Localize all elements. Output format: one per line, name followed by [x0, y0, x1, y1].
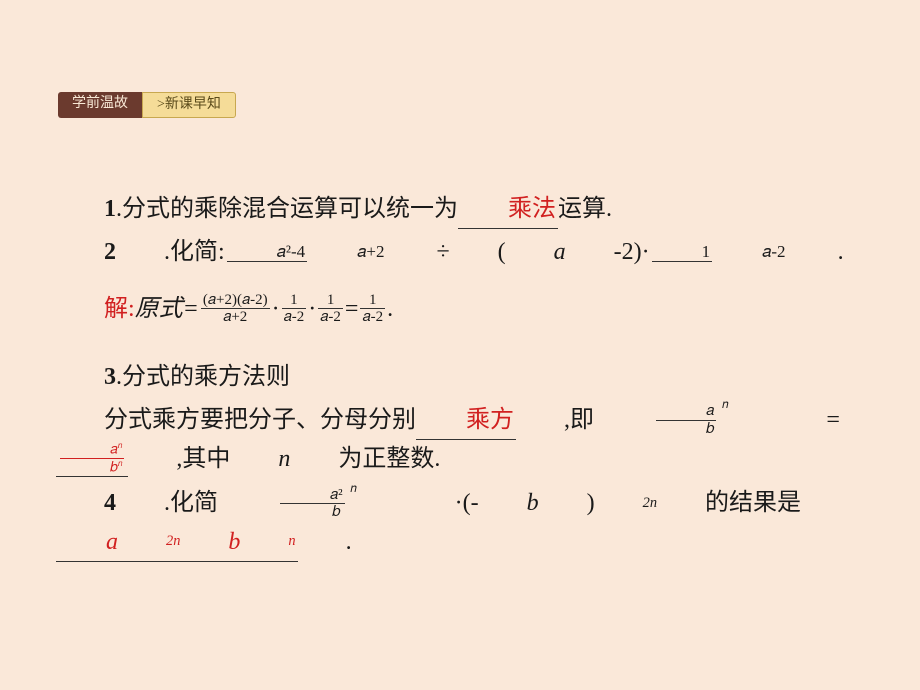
p3-text-c: 为正整数.: [290, 440, 440, 478]
p3-n: n: [230, 440, 290, 478]
p4-answer: a2nbn: [56, 523, 298, 562]
p2-frac1: 𝑎²-4 𝑎+2: [227, 243, 387, 263]
p3-blank1: 乘方: [416, 401, 516, 440]
tab-prefix: >: [157, 97, 165, 112]
sol-f1: (𝑎+2)(𝑎-2) 𝑎+2: [201, 292, 270, 326]
p3-rhs: 𝑎𝑛 𝑏𝑛: [60, 441, 124, 476]
p4-frac: 𝑎² 𝑏 𝑛: [278, 487, 347, 521]
p3-text-a: 分式乘方要把分子、分母分别: [56, 401, 416, 439]
p2-dot: .: [790, 233, 844, 271]
p4-mid: ·(-: [407, 484, 479, 522]
p2-label: .化简:: [116, 233, 225, 271]
p3-comma: ,即: [516, 401, 594, 439]
content-area: 1.分式的乘除混合运算可以统一为乘法运算. 2.化简: 𝑎²-4 𝑎+2 ÷(a…: [56, 190, 864, 566]
tab-preview[interactable]: >新课早知: [142, 92, 236, 118]
p3-lhs: 𝑎 𝑏 𝑛: [654, 403, 718, 437]
p2-a: a: [506, 233, 566, 271]
problem-4: 4.化简 𝑎² 𝑏 𝑛 ·(-b)2n 的结果是 a2nbn .: [56, 484, 864, 562]
p4-2n: 2n: [595, 492, 657, 515]
p2-frac2: 1 𝑎-2: [652, 243, 788, 263]
sol-dot1: ·: [272, 290, 280, 328]
sol-end: .: [387, 290, 393, 328]
num-1: 1: [104, 196, 116, 222]
p3-blank2: 𝑎𝑛 𝑏𝑛: [56, 441, 128, 477]
p1-text-b: 运算.: [558, 196, 612, 222]
jie-label: 解:: [104, 290, 135, 328]
p1-text-a: .分式的乘除混合运算可以统一为: [116, 196, 458, 222]
p1-blank: 乘法: [458, 190, 558, 229]
p2-div: ÷: [389, 233, 450, 271]
p3-text-b: ,其中: [128, 440, 230, 478]
solution-body: 原式= (𝑎+2)(𝑎-2) 𝑎+2 · 1 𝑎-2 · 1 𝑎-2 = 1 𝑎…: [135, 290, 393, 328]
tab-preview-label: 新课早知: [165, 97, 221, 112]
p4-label: .化简: [116, 484, 218, 522]
num-3: 3: [104, 364, 116, 390]
problem-2: 2.化简: 𝑎²-4 𝑎+2 ÷(a-2)· 1 𝑎-2 .: [56, 233, 864, 271]
sol-f3: 1 𝑎-2: [318, 292, 343, 326]
problem-3-body: 分式乘方要把分子、分母分别乘方,即 𝑎 𝑏 𝑛 = 𝑎𝑛 𝑏𝑛 ,其中 n 为正…: [56, 401, 864, 479]
num-4: 4: [56, 484, 116, 522]
tab-review[interactable]: 学前温故: [58, 92, 142, 118]
p4-b: b: [479, 484, 539, 522]
problem-1: 1.分式的乘除混合运算可以统一为乘法运算.: [56, 190, 864, 229]
solution-2: 解: 原式= (𝑎+2)(𝑎-2) 𝑎+2 · 1 𝑎-2 · 1 𝑎-2 = …: [104, 290, 864, 328]
p4-end: .: [298, 523, 352, 561]
p4-text: 的结果是: [657, 484, 801, 522]
p3-title: .分式的乘方法则: [116, 364, 290, 390]
p3-eq: =: [778, 401, 840, 439]
num-2: 2: [56, 233, 116, 271]
tab-bar: 学前温故 >新课早知: [58, 92, 236, 118]
sol-dot2: ·: [308, 290, 316, 328]
problem-3-title: 3.分式的乘方法则: [56, 358, 864, 396]
sol-f4: 1 𝑎-2: [360, 292, 385, 326]
p2-lparen: (: [450, 233, 506, 271]
p2-minus2: -2)·: [566, 233, 650, 271]
sol-eq: =: [345, 290, 359, 328]
p4-rparen: ): [539, 484, 595, 522]
p4-exp: 𝑛: [302, 479, 356, 498]
yuanshi: 原式=: [135, 290, 199, 328]
p3-exp: 𝑛: [674, 395, 728, 414]
sol-f2: 1 𝑎-2: [282, 292, 307, 326]
